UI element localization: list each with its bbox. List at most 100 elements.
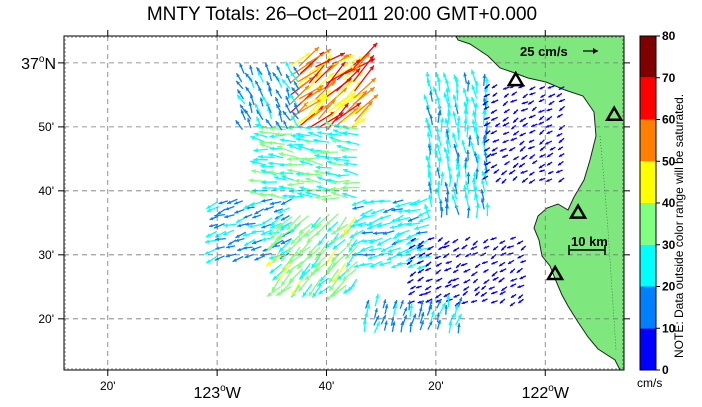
tick-label: 20' <box>428 379 444 393</box>
current-vector-head <box>334 276 339 282</box>
current-vector-head <box>339 233 345 239</box>
current-vector-head <box>244 109 249 114</box>
current-vector-head <box>480 179 485 184</box>
current-vector-head <box>360 247 366 252</box>
current-vector-head <box>261 224 266 229</box>
current-vector-head <box>306 125 311 130</box>
current-vector-head <box>350 223 356 228</box>
current-vector-head <box>510 269 514 274</box>
current-vector-head <box>244 254 249 259</box>
current-vector-head <box>548 171 552 174</box>
current-vector-head <box>341 192 347 197</box>
current-vector-head <box>332 290 337 296</box>
current-vector-head <box>446 294 451 299</box>
current-vector-head <box>346 262 351 268</box>
current-vector-head <box>529 87 533 90</box>
current-vector-head <box>224 214 229 219</box>
colorbar-tick-label: 40 <box>662 196 676 210</box>
current-vector-head <box>252 240 257 245</box>
current-vector-head <box>452 278 456 281</box>
current-vector-head <box>281 79 287 84</box>
current-vector-head <box>351 201 357 206</box>
current-vector-head <box>453 74 458 80</box>
current-vector-head <box>301 270 306 276</box>
current-vector-head <box>437 319 441 324</box>
tick-label: 30' <box>38 248 54 262</box>
current-vector-head <box>499 263 503 267</box>
current-vector-head <box>501 180 505 184</box>
current-vector-head <box>461 263 465 267</box>
tick-label: 50' <box>38 120 54 134</box>
current-vector-head <box>437 111 441 116</box>
current-vector-head <box>236 80 240 85</box>
current-vector-head <box>330 99 336 105</box>
tick-label: 20' <box>100 379 116 393</box>
current-vector-head <box>303 102 309 107</box>
current-vector-head <box>480 198 485 203</box>
current-vector-head <box>329 72 335 78</box>
current-vector-head <box>539 169 543 173</box>
current-vector-head <box>371 77 376 83</box>
current-vector-head <box>463 72 467 77</box>
current-vector-head <box>286 156 292 162</box>
current-vector-head <box>248 101 253 106</box>
current-vector-head <box>324 121 330 126</box>
current-vector-head <box>395 217 401 222</box>
current-vector-head <box>452 111 457 116</box>
current-vector-head <box>373 231 378 236</box>
current-vector-head <box>290 94 294 99</box>
colorbar-tick-label: 60 <box>662 113 676 127</box>
current-vector-head <box>378 215 384 220</box>
current-vector-head <box>298 286 303 292</box>
current-vector-head <box>299 186 304 191</box>
current-vector-head <box>265 62 269 68</box>
current-vector-head <box>407 261 411 265</box>
current-vector-head <box>251 169 257 174</box>
colorbar-tick-label: 50 <box>662 154 676 168</box>
current-vector-head <box>304 85 310 91</box>
current-vector-head <box>434 148 439 154</box>
current-vector-head <box>549 147 554 151</box>
current-vector-head <box>438 247 442 250</box>
current-vector-head <box>519 118 524 122</box>
scale-bar-label: 10 km <box>571 234 608 249</box>
frame-ticks <box>58 30 630 376</box>
current-vector-head <box>311 149 317 155</box>
current-vector-head <box>546 131 550 134</box>
current-vector-head <box>345 254 351 259</box>
current-vector-head <box>251 229 256 234</box>
current-vector-head <box>383 299 387 304</box>
current-vector-head <box>517 285 521 288</box>
current-vector-head <box>206 259 211 264</box>
current-vector-head <box>483 123 488 127</box>
current-vector-head <box>331 238 337 243</box>
current-vector-head <box>269 201 275 206</box>
current-vector-head <box>261 180 266 185</box>
current-vector-head <box>353 264 359 269</box>
current-vector-head <box>522 179 526 183</box>
current-vector-head <box>368 247 374 252</box>
current-vector-head <box>426 105 430 110</box>
current-vector-head <box>539 86 543 90</box>
current-vector-head <box>382 315 386 320</box>
current-vector-head <box>425 71 430 77</box>
current-vector-head <box>516 269 521 273</box>
current-vector-head <box>369 239 374 244</box>
current-vector-head <box>295 132 301 137</box>
current-vector-head <box>392 200 397 204</box>
current-vector-head <box>326 296 331 301</box>
current-vector-head <box>367 225 373 230</box>
current-vector-head <box>270 224 275 229</box>
current-vector-head <box>303 171 309 177</box>
current-vector-head <box>327 266 332 272</box>
current-vector-head <box>237 223 242 228</box>
current-vector-head <box>237 247 242 252</box>
current-vector-head <box>484 170 488 174</box>
current-vector-head <box>417 270 422 274</box>
current-vector-head <box>429 300 433 305</box>
current-vector-head <box>451 132 457 138</box>
current-vector-head <box>483 240 487 244</box>
current-vector-head <box>426 131 431 137</box>
current-vector-head <box>511 126 515 130</box>
current-vector-head <box>268 153 274 158</box>
